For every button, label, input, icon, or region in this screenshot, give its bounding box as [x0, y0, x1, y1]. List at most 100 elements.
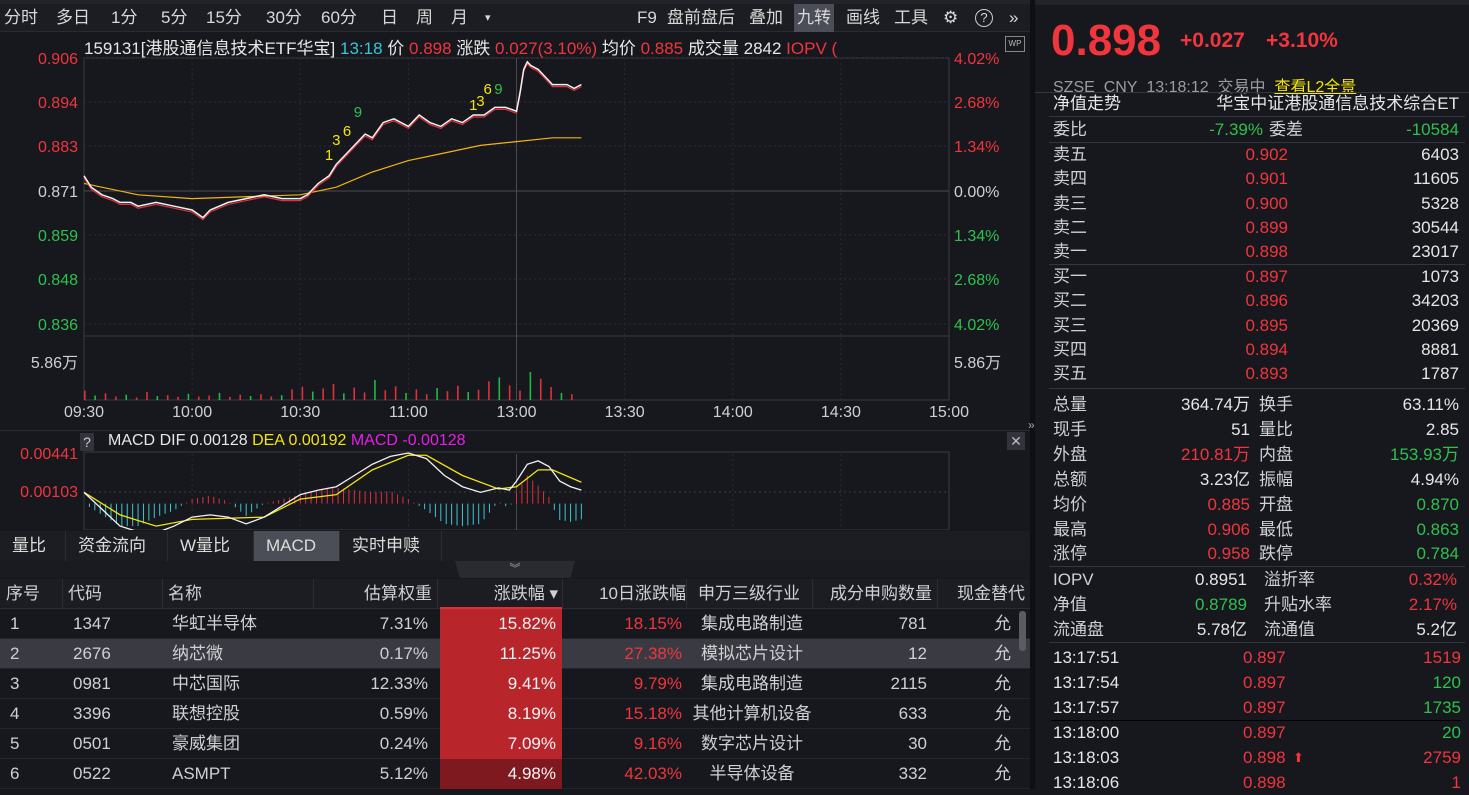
- table-row[interactable]: 1 1347 华虹半导体 7.31% 15.82% 18.15% 集成电路制造 781 允许: [0, 609, 1030, 639]
- window-pin-icon[interactable]: WP: [1005, 36, 1025, 52]
- close-indicator-icon[interactable]: ✕: [1007, 432, 1025, 450]
- column-header-3[interactable]: 估算权重: [364, 584, 432, 603]
- tool-button-3[interactable]: 九转: [794, 4, 834, 32]
- volume-tick-right: 5.86万: [954, 355, 1001, 372]
- tick-volume: 1519: [1423, 648, 1461, 667]
- cell-cash-sub: 允许: [994, 704, 1011, 723]
- volume-bar: [218, 392, 221, 400]
- stat-label: 外盘: [1053, 444, 1087, 464]
- ask-level[interactable]: 卖三 0.900 5328: [1035, 192, 1469, 216]
- tool-button-1[interactable]: 盘前盘后: [667, 8, 735, 27]
- l2-link[interactable]: 查看L2全景: [1274, 79, 1357, 96]
- cell-quantity: 2115: [890, 674, 927, 693]
- column-header-6[interactable]: 申万三级行业: [698, 584, 800, 603]
- bid-level[interactable]: 买二 0.896 34203: [1035, 289, 1469, 313]
- table-row[interactable]: 6 0522 ASMPT 5.12% 4.98% 42.03% 半导体设备 332 允许: [0, 759, 1030, 789]
- volume-bar: [436, 388, 438, 400]
- help-circle-icon[interactable]: ?: [975, 9, 993, 27]
- cell-industry: 集成电路制造: [701, 674, 803, 693]
- period-tab-2[interactable]: 1分: [111, 8, 138, 27]
- pane-divider[interactable]: »: [1028, 0, 1035, 789]
- tool-button-2[interactable]: 叠加: [749, 8, 783, 27]
- nav-trend-row[interactable]: 净值走势 华宝中证港股通信息技术综合ET: [1035, 92, 1469, 116]
- tick-row: 13:18:00 0.897 20: [1035, 721, 1469, 745]
- stat-value: 3.23亿: [1199, 469, 1250, 489]
- period-tab-7[interactable]: 日: [381, 8, 398, 27]
- ask-level[interactable]: 卖四 0.901 11605: [1035, 167, 1469, 191]
- collapse-toggle-icon[interactable]: ︾: [455, 561, 575, 578]
- sort-indicator: [440, 607, 562, 609]
- column-header-0[interactable]: 序号: [6, 584, 40, 603]
- indicator-tab-4[interactable]: 实时申赎: [340, 531, 442, 561]
- ask-level[interactable]: 卖一 0.898 23017: [1035, 240, 1469, 264]
- indicator-tab-0[interactable]: 量比: [0, 531, 66, 561]
- indicator-tab-3[interactable]: MACD: [254, 531, 340, 561]
- tool-button-0[interactable]: F9: [637, 8, 657, 27]
- expand-right-icon[interactable]: »: [1009, 8, 1019, 27]
- volume-bar: [498, 377, 501, 400]
- period-tab-4[interactable]: 15分: [206, 8, 242, 27]
- table-row[interactable]: 5 0501 豪威集团 0.24% 7.09% 9.16% 数字芯片设计 30 允许: [0, 729, 1030, 759]
- intraday-chart[interactable]: 0.906 4.02% 0.894 2.68% 0.883 1.34% 0.871 0.00%…: [0, 45, 1030, 430]
- fund-row: IOPV 0.8951 溢折率 0.32%: [1035, 568, 1469, 592]
- cell-weight: 0.59%: [379, 704, 428, 723]
- volume-bar: [384, 390, 387, 400]
- bid-level[interactable]: 买五 0.893 1787: [1035, 362, 1469, 386]
- tool-button-4[interactable]: 画线: [846, 8, 880, 27]
- nine-turn-marker: 6: [343, 123, 351, 140]
- wb-label: 委比: [1053, 120, 1087, 139]
- column-header-8[interactable]: 现金替代: [957, 584, 1025, 603]
- exchange: SZSE: [1053, 79, 1095, 96]
- table-scrollbar[interactable]: [1019, 611, 1026, 651]
- volume-bar: [135, 397, 138, 400]
- cell-change: 8.19%: [440, 699, 562, 729]
- column-header-7[interactable]: 成分申购数量: [830, 584, 932, 603]
- cell-cash-sub: 允许: [994, 734, 1011, 753]
- period-tab-8[interactable]: 周: [416, 8, 433, 27]
- settings-gear-icon[interactable]: ⚙: [943, 8, 959, 27]
- tick-price: 0.898: [1243, 748, 1286, 767]
- column-header-2[interactable]: 名称: [168, 584, 202, 603]
- help-icon[interactable]: ?: [80, 433, 94, 451]
- stat-label: 涨停: [1053, 544, 1087, 564]
- indicator-tab-1[interactable]: 资金流向: [66, 531, 168, 561]
- period-tab-5[interactable]: 30分: [266, 8, 302, 27]
- cell-weight: 0.24%: [379, 734, 428, 753]
- table-row[interactable]: 4 3396 联想控股 0.59% 8.19% 15.18% 其他计算机设备 633 允许: [0, 699, 1030, 729]
- column-divider: [62, 579, 63, 609]
- period-tab-0[interactable]: 分时: [4, 8, 38, 27]
- period-tab-1[interactable]: 多日: [56, 8, 90, 27]
- more-periods-icon[interactable]: ▾: [485, 12, 491, 24]
- volume-bar: [187, 393, 190, 400]
- column-header-4[interactable]: 涨跌幅 ▾: [493, 584, 558, 603]
- x-tick: 14:30: [821, 404, 861, 421]
- expand-icon[interactable]: »: [1028, 418, 1035, 432]
- table-row[interactable]: 2 2676 纳芯微 0.17% 11.25% 27.38% 模拟芯片设计 12 允许: [0, 639, 1030, 669]
- volume-bar: [425, 394, 428, 400]
- level-price: 0.902: [1245, 145, 1288, 164]
- cell-cash-sub: 允许: [994, 614, 1011, 633]
- ask-level[interactable]: 卖二 0.899 30544: [1035, 216, 1469, 240]
- stat-label: 振幅: [1259, 469, 1293, 489]
- table-row[interactable]: 3 0981 中芯国际 12.33% 9.41% 9.79% 集成电路制造 2115 允许: [0, 669, 1030, 699]
- bid-level[interactable]: 买三 0.895 20369: [1035, 314, 1469, 338]
- bid-level[interactable]: 买四 0.894 8881: [1035, 338, 1469, 362]
- indicator-tab-2[interactable]: W量比: [168, 531, 254, 561]
- security-name[interactable]: 159131[港股通信息技术ETF华宝]: [84, 39, 336, 58]
- ask-level[interactable]: 卖五 0.902 6403: [1035, 143, 1469, 167]
- period-tab-6[interactable]: 60分: [321, 8, 357, 27]
- cell-name: 联想控股: [172, 704, 240, 723]
- volume-bar: [156, 396, 159, 400]
- column-header-5[interactable]: 10日涨跌幅: [599, 584, 686, 603]
- fund-row: 净值 0.8789 升贴水率 2.17%: [1035, 593, 1469, 617]
- column-header-1[interactable]: 代码: [68, 584, 102, 603]
- period-tab-3[interactable]: 5分: [161, 8, 188, 27]
- tool-button-5[interactable]: 工具: [894, 8, 928, 27]
- bid-level[interactable]: 买一 0.897 1073: [1035, 265, 1469, 289]
- cell-quantity: 781: [898, 614, 927, 633]
- period-tab-9[interactable]: 月: [451, 8, 468, 27]
- tick-price: 0.897: [1243, 673, 1286, 692]
- stat-label: 最高: [1053, 519, 1087, 539]
- macd-chart[interactable]: 0.00441 0.00103: [0, 440, 1030, 530]
- fund-label: 升贴水率: [1264, 595, 1332, 614]
